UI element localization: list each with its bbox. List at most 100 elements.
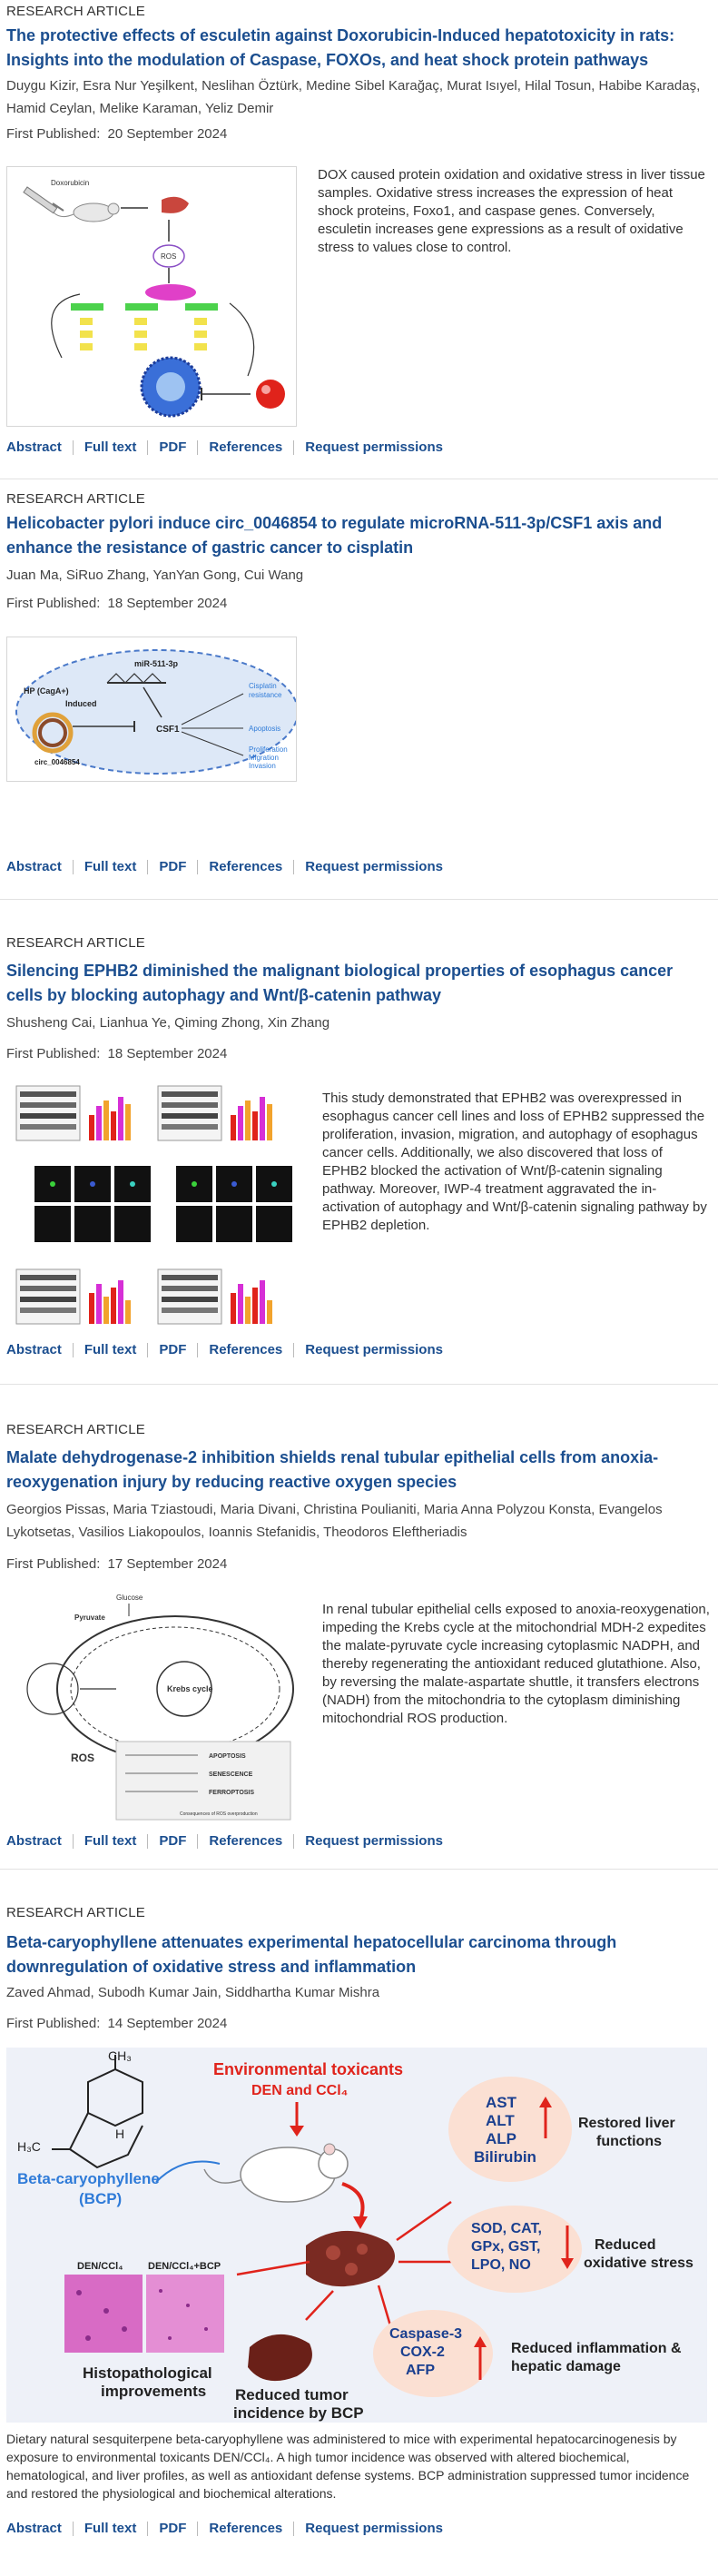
article-links: Abstract Full text PDF References Reques… xyxy=(6,2521,443,2536)
fulltext-link[interactable]: Full text xyxy=(84,1342,137,1357)
published-value: 18 September 2024 xyxy=(107,1046,228,1061)
outcome-1-result: Restored liver xyxy=(578,2116,675,2131)
graphical-abstract[interactable]: CH₃ H₃C H Beta-caryophyllene (BCP) Envir… xyxy=(6,2048,707,2423)
figure-label-doxorubicin: Doxorubicin xyxy=(51,179,89,187)
published-date: First Published: 17 September 2024 xyxy=(6,1556,227,1572)
article-title-link[interactable]: The protective effects of esculetin agai… xyxy=(6,26,675,69)
pdf-link[interactable]: PDF xyxy=(159,1833,187,1849)
request-permissions-link[interactable]: Request permissions xyxy=(305,439,443,455)
fluorescence-grid xyxy=(34,1166,292,1242)
cell-outline-icon xyxy=(15,649,296,775)
histology-label-2: DEN/CCl₄+BCP xyxy=(148,2261,221,2272)
graphical-abstract[interactable]: Glucose Pyruvate Krebs cycle ROS APOPTOS… xyxy=(6,1588,297,1826)
article-authors: Duygu Kizir, Esra Nur Yeşilkent, Nesliha… xyxy=(6,78,701,116)
fulltext-link[interactable]: Full text xyxy=(84,439,137,455)
figure-label-krebs: Krebs cycle xyxy=(167,1684,213,1693)
graphical-abstract[interactable]: Doxorubicin ROS xyxy=(6,166,297,427)
article-title-link[interactable]: Malate dehydrogenase-2 inhibition shield… xyxy=(6,1448,659,1491)
pdf-link[interactable]: PDF xyxy=(159,859,187,874)
request-permissions-link[interactable]: Request permissions xyxy=(305,2521,443,2536)
western-blot-panel xyxy=(15,1268,81,1325)
figure-label-csf1: CSF1 xyxy=(156,725,180,735)
esculetin-icon xyxy=(256,380,285,409)
article-type: RESEARCH ARTICLE xyxy=(6,4,145,19)
syringe-icon xyxy=(23,186,64,214)
abstract-link[interactable]: Abstract xyxy=(6,2521,62,2536)
abstract-link[interactable]: Abstract xyxy=(6,439,62,455)
figure-label-bcp-abbrev: (BCP) xyxy=(79,2190,122,2207)
link-separator xyxy=(147,1833,149,1849)
figure-label-histo: Histopathological xyxy=(83,2364,212,2382)
request-permissions-link[interactable]: Request permissions xyxy=(305,859,443,874)
molecule-label-ch3: CH₃ xyxy=(108,2048,132,2063)
molecule-label-h3c: H₃C xyxy=(17,2139,41,2154)
request-permissions-link[interactable]: Request permissions xyxy=(305,1342,443,1357)
request-permissions-link[interactable]: Request permissions xyxy=(305,1833,443,1849)
article-divider xyxy=(0,899,718,900)
molecule-icon xyxy=(52,2055,143,2169)
references-link[interactable]: References xyxy=(209,859,283,874)
article-authors: Georgios Pissas, Maria Tziastoudi, Maria… xyxy=(6,1502,663,1540)
link-separator xyxy=(197,1342,199,1357)
western-blot-panel xyxy=(15,1085,81,1141)
article-type: RESEARCH ARTICLE xyxy=(6,1422,145,1437)
fulltext-link[interactable]: Full text xyxy=(84,859,137,874)
article-authors: Juan Ma, SiRuo Zhang, YanYan Gong, Cui W… xyxy=(6,568,304,583)
link-separator xyxy=(197,859,199,874)
references-link[interactable]: References xyxy=(209,1833,283,1849)
published-value: 20 September 2024 xyxy=(107,126,228,142)
liver-normal-icon xyxy=(248,2334,312,2382)
outcome-bubble-1 xyxy=(448,2077,572,2182)
published-date: First Published: 20 September 2024 xyxy=(6,126,227,142)
outcome-3-line2: COX-2 xyxy=(400,2344,445,2360)
western-blot-panel xyxy=(157,1268,222,1325)
graphical-abstract-svg: Glucose Pyruvate Krebs cycle ROS APOPTOS… xyxy=(26,1594,294,1821)
pdf-link[interactable]: PDF xyxy=(159,439,187,455)
references-link[interactable]: References xyxy=(209,439,283,455)
outcome-bubble-3 xyxy=(373,2310,493,2397)
figure-label-ros: ROS xyxy=(71,1752,94,1764)
fulltext-link[interactable]: Full text xyxy=(84,2521,137,2536)
outcome-bubble-2 xyxy=(448,2206,582,2293)
pdf-link[interactable]: PDF xyxy=(159,2521,187,2536)
article-divider xyxy=(0,1384,718,1385)
fulltext-link[interactable]: Full text xyxy=(84,1833,137,1849)
pdf-link[interactable]: PDF xyxy=(159,1342,187,1357)
figure-label-invasion: Invasion xyxy=(249,762,276,770)
abstract-link[interactable]: Abstract xyxy=(6,1342,62,1357)
outcome-3-result: Reduced inflammation & xyxy=(511,2341,682,2356)
figure-label-tumor-2: incidence by BCP xyxy=(233,2404,364,2422)
link-separator xyxy=(197,1833,199,1849)
published-label: First Published: xyxy=(6,1556,101,1572)
article-links: Abstract Full text PDF References Reques… xyxy=(6,439,443,455)
graphical-abstract-svg: HP (CagA+) Induced circ_0046854 miR-511-… xyxy=(15,649,296,775)
abstract-link[interactable]: Abstract xyxy=(6,859,62,874)
article-title-link[interactable]: Beta-caryophyllene attenuates experiment… xyxy=(6,1933,617,1976)
published-label: First Published: xyxy=(6,2016,101,2031)
graphical-abstract[interactable] xyxy=(6,1078,297,1343)
figure-label-glucose: Glucose xyxy=(116,1594,143,1602)
figure-label-apoptosis: Apoptosis xyxy=(249,725,280,733)
article-links: Abstract Full text PDF References Reques… xyxy=(6,1833,443,1849)
outcome-2-result: Reduced xyxy=(595,2237,656,2253)
references-link[interactable]: References xyxy=(209,1342,283,1357)
bar-chart-panel xyxy=(231,1097,272,1140)
mouse-icon xyxy=(203,2143,349,2203)
link-separator xyxy=(293,1833,295,1849)
molecule-label-h: H xyxy=(115,2127,124,2141)
graphical-abstract-svg: CH₃ H₃C H Beta-caryophyllene (BCP) Envir… xyxy=(17,2048,693,2422)
link-separator xyxy=(147,1342,149,1357)
article-title-link[interactable]: Helicobacter pylori induce circ_0046854 … xyxy=(6,514,663,557)
abstract-link[interactable]: Abstract xyxy=(6,1833,62,1849)
graphical-abstract[interactable]: HP (CagA+) Induced circ_0046854 miR-511-… xyxy=(6,637,297,782)
outcome-2-result-2: oxidative stress xyxy=(584,2255,693,2271)
figure-label-apoptosis: APOPTOSIS xyxy=(209,1753,246,1760)
histology-image-1 xyxy=(64,2275,143,2353)
references-link[interactable]: References xyxy=(209,2521,283,2536)
figure-label-cisplatin: Cisplatin xyxy=(249,682,277,690)
outcome-2-line1: SOD, CAT, xyxy=(471,2221,542,2236)
figure-label-induced: Induced xyxy=(65,699,97,708)
article-type: RESEARCH ARTICLE xyxy=(6,935,145,951)
published-label: First Published: xyxy=(6,1046,101,1061)
article-title-link[interactable]: Silencing EPHB2 diminished the malignant… xyxy=(6,962,674,1004)
